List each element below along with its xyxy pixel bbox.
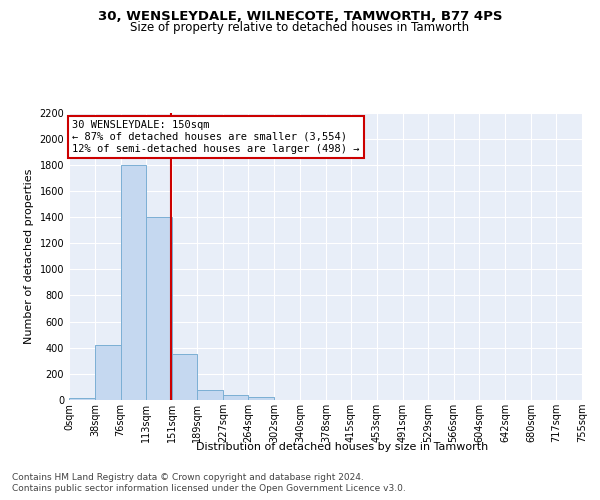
Text: Contains HM Land Registry data © Crown copyright and database right 2024.: Contains HM Land Registry data © Crown c…	[12, 472, 364, 482]
Bar	[223, 396, 248, 400]
Bar	[69, 398, 95, 400]
Text: Size of property relative to detached houses in Tamworth: Size of property relative to detached ho…	[130, 21, 470, 34]
Bar	[248, 398, 274, 400]
Bar	[121, 165, 146, 400]
Bar	[197, 390, 223, 400]
Y-axis label: Number of detached properties: Number of detached properties	[24, 168, 34, 344]
Text: 30, WENSLEYDALE, WILNECOTE, TAMWORTH, B77 4PS: 30, WENSLEYDALE, WILNECOTE, TAMWORTH, B7…	[98, 10, 502, 23]
Text: Distribution of detached houses by size in Tamworth: Distribution of detached houses by size …	[196, 442, 488, 452]
Bar	[172, 354, 197, 400]
Text: Contains public sector information licensed under the Open Government Licence v3: Contains public sector information licen…	[12, 484, 406, 493]
Text: 30 WENSLEYDALE: 150sqm
← 87% of detached houses are smaller (3,554)
12% of semi-: 30 WENSLEYDALE: 150sqm ← 87% of detached…	[73, 120, 360, 154]
Bar	[95, 345, 121, 400]
Bar	[146, 217, 172, 400]
